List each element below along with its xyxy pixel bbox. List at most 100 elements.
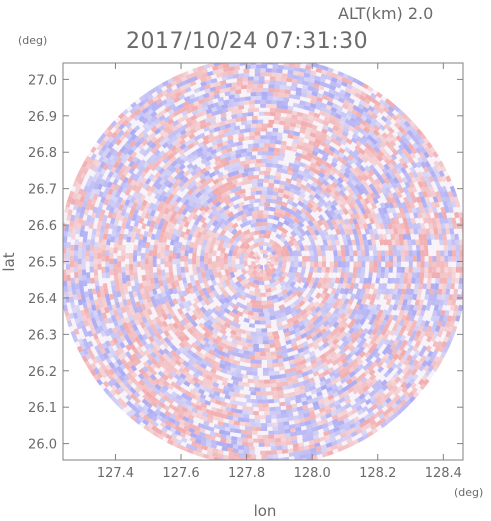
radar-cell [307,198,315,205]
radar-cell [289,367,297,373]
radar-cell [158,150,166,157]
radar-cell [174,173,181,181]
radar-cell [227,102,234,108]
radar-cell [307,435,314,442]
radar-cell [458,239,463,246]
radar-cell [315,445,322,452]
radar-cell [420,354,427,362]
radar-cell [138,105,146,112]
radar-cell [74,317,80,325]
radar-cell [125,269,130,276]
radar-cell [341,266,346,273]
radar-cell [196,151,204,158]
radar-cell [183,323,191,331]
radar-cell [130,101,138,109]
radar-cell [99,161,106,169]
radar-cell [100,168,107,176]
radar-cell [318,192,326,199]
radar-cell [378,283,384,290]
radar-cell [257,241,264,247]
radar-cell [190,169,198,177]
radar-cell [226,180,233,187]
radar-cell [419,383,427,390]
radar-cell [76,309,82,317]
radar-cell [277,296,284,302]
radar-cell [269,379,276,384]
radar-cell [181,406,189,413]
radar-cell [343,228,350,236]
radar-cell [309,162,317,169]
radar-cell [152,288,158,295]
radar-cell [231,338,238,345]
radar-cell [402,299,408,306]
radar-cell [377,409,385,416]
radar-cell [248,351,255,356]
radar-cell [228,159,236,165]
radar-cell [87,175,94,183]
radar-cell [377,309,384,316]
radar-cell [269,343,276,348]
radar-cell [332,302,339,310]
radar-cell [412,171,419,178]
radar-cell [363,414,371,421]
radar-cell [268,147,275,152]
radar-cell [165,420,172,427]
radar-cell [288,126,295,132]
radar-cell [150,158,158,165]
radar-cell [116,337,123,344]
radar-cell [287,321,295,328]
radar-cell [328,398,336,405]
radar-cell [152,261,157,268]
radar-cell [153,388,161,395]
radar-cell [295,177,303,184]
radar-cell [384,140,392,148]
radar-cell [70,198,76,205]
radar-cell [198,226,205,234]
radar-cell [366,282,372,290]
radar-cell [443,299,449,306]
radar-cell [156,269,162,276]
radar-cell [228,163,236,169]
radar-cell [210,439,218,445]
radar-cell [115,285,121,292]
radar-cell [388,314,395,321]
radar-cell [364,288,370,295]
radar-cell [232,73,239,79]
radar-cell [165,159,173,167]
radar-cell [133,104,141,111]
radar-cell [369,142,377,150]
radar-cell [163,404,171,412]
radar-cell [301,117,309,123]
radar-cell [160,258,165,265]
radar-cell [350,198,357,206]
radar-cell [176,126,184,134]
radar-cell [85,312,91,319]
radar-cell [450,283,455,290]
radar-cell [215,399,222,406]
radar-cell [383,371,390,378]
radar-cell [178,159,185,166]
radar-cell [140,253,145,259]
radar-cell [448,250,453,257]
radar-cell [313,301,321,309]
radar-cell [433,160,440,168]
radar-cell [202,326,210,333]
radar-cell [446,315,453,322]
radar-cell [366,114,373,121]
radar-cell [84,291,90,298]
radar-cell [316,92,324,99]
radar-cell [290,337,298,344]
radar-cell [167,118,175,125]
radar-cell [221,377,229,383]
radar-cell [177,107,185,114]
radar-cell [402,233,408,240]
radar-cell [275,233,283,240]
radar-cell [266,257,271,261]
radar-cell [299,417,306,423]
radar-cell [274,314,282,320]
radar-cell [341,233,347,241]
radar-cell [412,391,420,399]
radar-cell [104,175,111,183]
radar-cell [346,180,353,188]
radar-cell [71,228,77,235]
